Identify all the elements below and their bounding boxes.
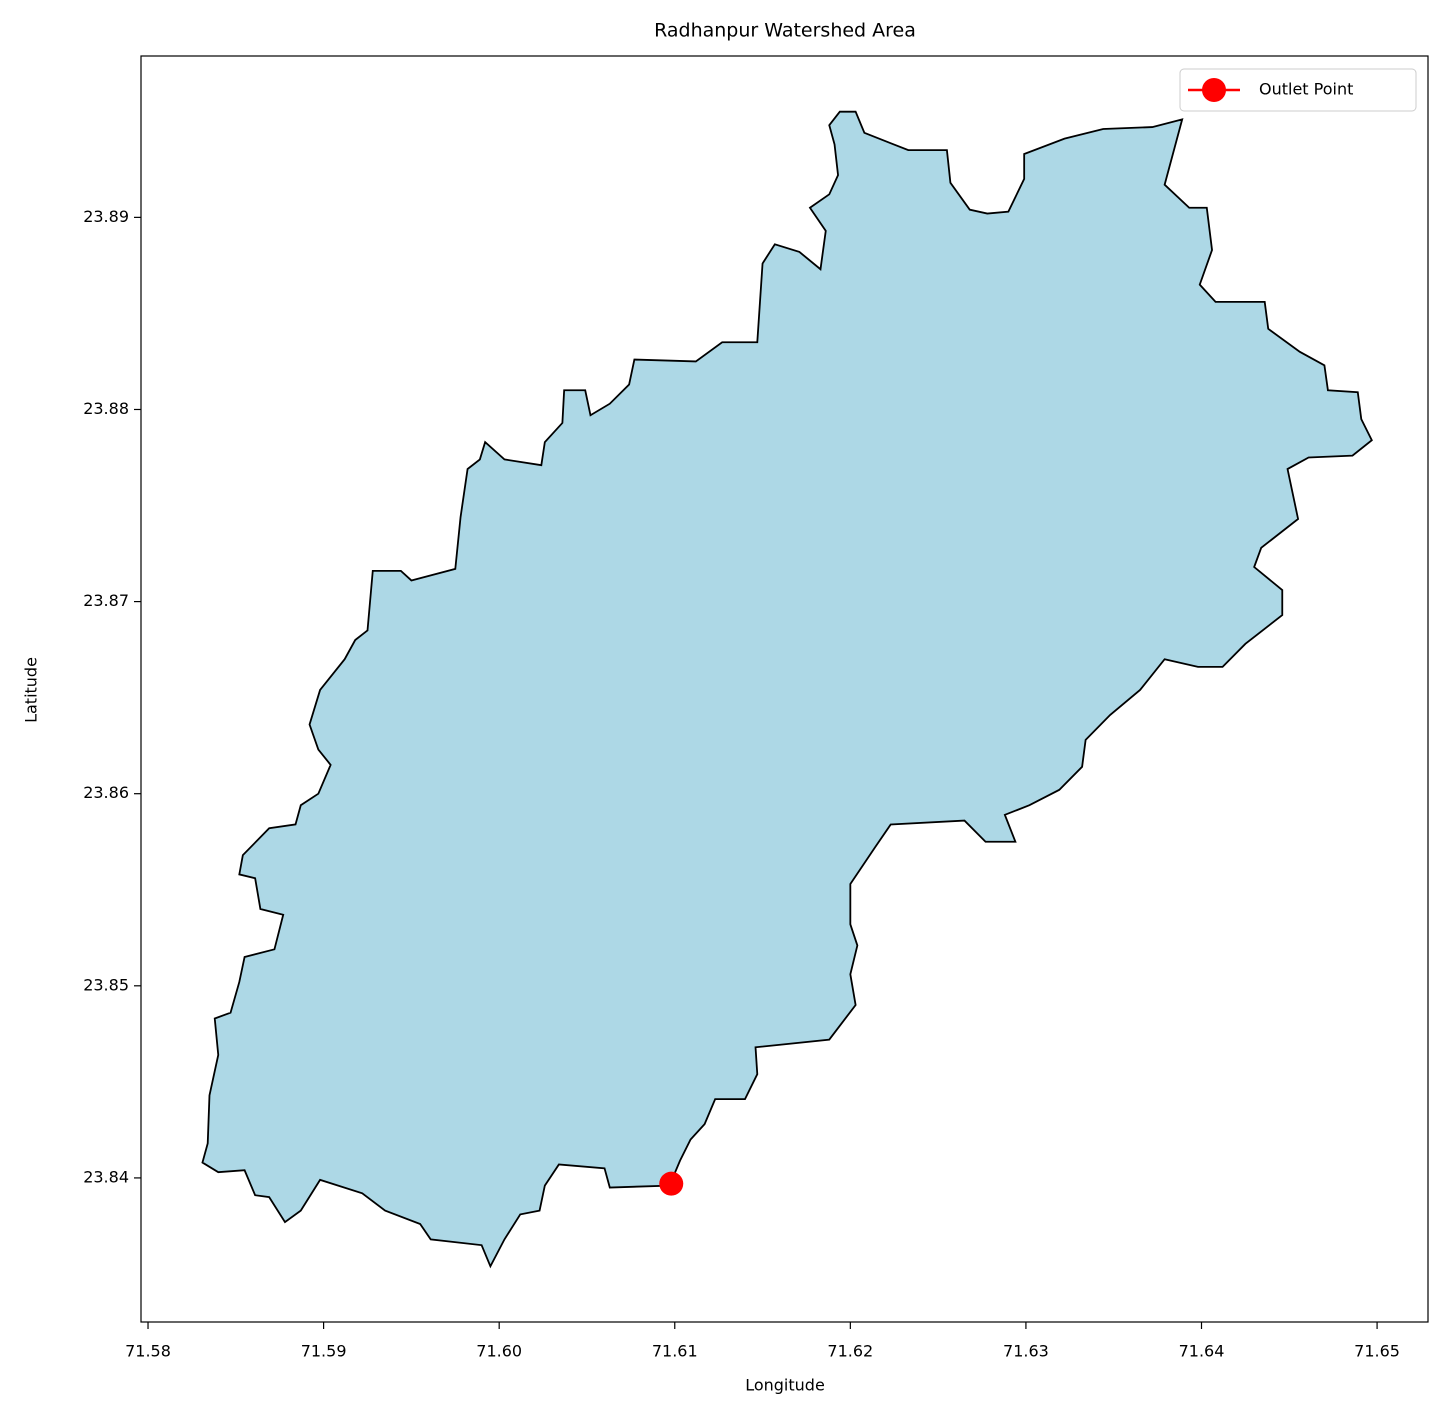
x-tick-label: 71.62 (827, 1342, 873, 1361)
y-tick-label: 23.88 (83, 399, 129, 418)
y-tick-label: 23.89 (83, 207, 129, 226)
y-tick-label: 23.84 (83, 1167, 129, 1186)
legend-box (1179, 68, 1417, 112)
legend-label: Outlet Point (1259, 80, 1353, 99)
x-tick-label: 71.64 (1179, 1342, 1225, 1361)
watershed-boundary (201, 110, 1373, 1269)
legend: Outlet Point (1179, 68, 1417, 112)
x-axis-label: Longitude (745, 1376, 825, 1395)
y-tick-label: 23.85 (83, 975, 129, 994)
x-tick-label: 71.59 (301, 1342, 347, 1361)
y-tick-label: 23.87 (83, 591, 129, 610)
x-tick-label: 71.58 (125, 1342, 171, 1361)
x-tick-label: 71.63 (1003, 1342, 1049, 1361)
outlet-point (659, 1171, 684, 1196)
plot-frame (140, 55, 1429, 1323)
y-tick-label: 23.86 (83, 783, 129, 802)
x-tick-label: 71.61 (652, 1342, 698, 1361)
legend-marker (1202, 78, 1226, 102)
y-axis-label: Latitude (22, 657, 41, 723)
x-tick-label: 71.65 (1354, 1342, 1400, 1361)
chart-title: Radhanpur Watershed Area (654, 20, 916, 42)
x-tick-label: 71.60 (476, 1342, 522, 1361)
